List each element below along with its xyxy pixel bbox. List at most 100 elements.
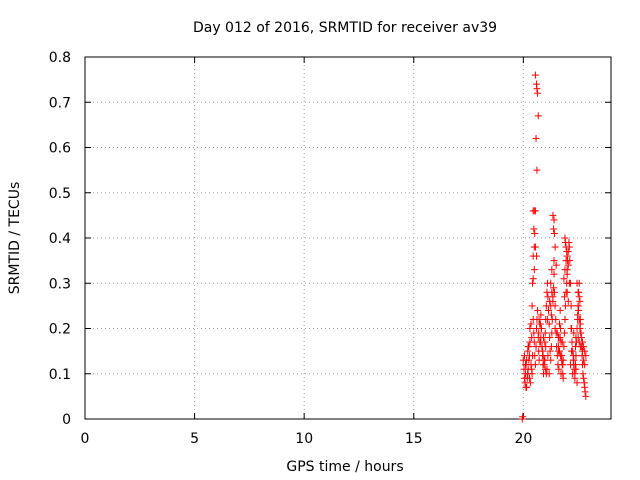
x-axis-label: GPS time / hours: [286, 459, 403, 475]
data-point: [546, 347, 554, 355]
data-point: [541, 356, 549, 364]
data-point: [527, 320, 535, 328]
axis-ticks: [84, 56, 611, 420]
data-points: [518, 71, 590, 423]
grid-lines: [85, 57, 611, 419]
data-point: [547, 356, 555, 364]
data-point: [555, 320, 563, 328]
data-point: [559, 374, 567, 382]
data-point: [555, 365, 563, 373]
data-point: [550, 229, 558, 237]
data-point: [565, 279, 573, 287]
data-point: [563, 252, 571, 260]
data-point: [530, 266, 538, 274]
data-point: [544, 352, 552, 360]
data-point: [561, 266, 569, 274]
data-point: [558, 338, 566, 346]
y-tick-label: 0.7: [49, 95, 71, 111]
data-point: [522, 361, 530, 369]
data-point: [534, 112, 542, 120]
data-point: [550, 225, 558, 233]
data-point: [545, 370, 553, 378]
data-point: [567, 302, 575, 310]
y-axis-label: SRMTID / TECUs: [7, 182, 23, 295]
data-point: [534, 89, 542, 97]
data-point: [562, 243, 570, 251]
data-point: [545, 320, 553, 328]
data-point: [541, 329, 549, 337]
data-point: [546, 334, 554, 342]
data-point: [531, 207, 539, 215]
y-tick-label: 0.4: [49, 231, 71, 247]
data-point: [542, 343, 550, 351]
data-point: [523, 356, 531, 364]
data-point: [550, 216, 558, 224]
data-point: [549, 293, 557, 301]
data-point: [580, 356, 588, 364]
data-point: [531, 71, 539, 79]
data-point: [575, 315, 583, 323]
data-point: [561, 239, 569, 247]
x-tick-label: 0: [81, 431, 90, 447]
data-point: [543, 315, 551, 323]
data-point: [579, 370, 587, 378]
data-point: [571, 374, 579, 382]
data-point: [551, 243, 559, 251]
data-point: [529, 279, 537, 287]
data-point: [563, 270, 571, 278]
data-point: [547, 302, 555, 310]
data-point: [572, 365, 580, 373]
data-point: [577, 329, 585, 337]
data-point: [564, 297, 572, 305]
data-point: [556, 306, 564, 314]
data-point: [528, 334, 536, 342]
data-point: [532, 134, 540, 142]
y-tick-label: 0.1: [49, 367, 71, 383]
data-point: [539, 347, 547, 355]
data-point: [526, 325, 534, 332]
data-point: [580, 374, 588, 382]
data-point: [554, 343, 562, 351]
data-point: [552, 315, 560, 323]
data-point: [528, 302, 536, 310]
x-tick-label: 15: [405, 431, 423, 447]
data-point: [576, 297, 584, 305]
data-point: [546, 297, 554, 305]
data-point: [562, 257, 570, 265]
data-point: [569, 370, 577, 378]
data-point: [539, 334, 547, 342]
data-point: [574, 288, 582, 296]
x-tick-label: 20: [514, 431, 532, 447]
data-point: [550, 257, 558, 265]
data-point: [581, 361, 589, 369]
y-tick-label: 0: [62, 412, 71, 428]
data-point: [533, 166, 541, 174]
data-point: [526, 338, 534, 346]
y-tick-label: 0.2: [49, 322, 71, 338]
data-point: [571, 343, 579, 351]
data-point: [534, 306, 542, 314]
data-point: [536, 338, 544, 346]
data-point: [582, 392, 590, 400]
data-point: [576, 325, 584, 332]
y-tick-label: 0.8: [49, 50, 71, 66]
data-point: [535, 329, 543, 337]
data-point: [563, 288, 571, 296]
data-point: [559, 361, 567, 369]
data-point: [525, 374, 533, 382]
data-point: [532, 343, 540, 351]
data-point: [552, 261, 560, 269]
y-tick-labels: 0 0.1 0.2 0.3 0.4 0.5 0.6 0.7 0.8: [49, 50, 71, 428]
data-point: [568, 347, 576, 355]
x-tick-labels: 0 5 10 15 20: [81, 431, 533, 447]
data-point: [529, 352, 537, 360]
data-point: [537, 311, 545, 319]
data-point: [566, 361, 574, 369]
data-point: [537, 325, 545, 332]
data-point: [573, 379, 581, 387]
data-point: [536, 320, 544, 328]
data-point: [530, 225, 538, 233]
data-point: [548, 288, 556, 296]
data-point: [579, 347, 587, 355]
data-point: [575, 306, 583, 314]
